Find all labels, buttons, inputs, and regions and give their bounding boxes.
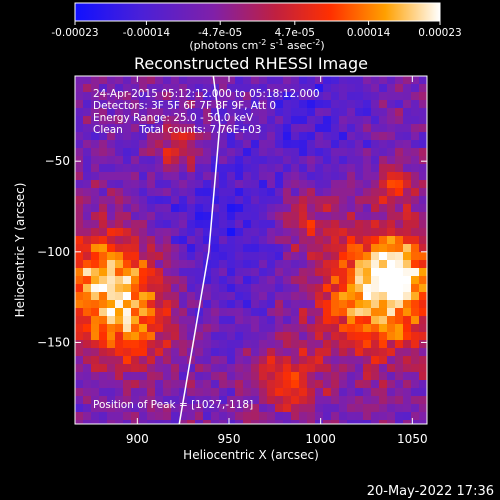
colorbar-units: (photons cm-2 s-1 asec-2) bbox=[189, 38, 324, 52]
x-axis-label: Heliocentric X (arcsec) bbox=[183, 448, 319, 462]
colorbar-tick-label: 4.7e-05 bbox=[275, 27, 315, 39]
colorbar-tick-label: 0.00023 bbox=[418, 27, 461, 39]
colorbar-tick-label: 0.00014 bbox=[347, 27, 391, 39]
colorbar-ticks: -0.00023 -0.00014 -4.7e-05 4.7e-05 0.00014 0.… bbox=[51, 21, 462, 39]
peak-position-label: Position of Peak = [1027,-118] bbox=[93, 399, 253, 411]
x-tick-label: 950 bbox=[218, 432, 241, 446]
solar-limb-line bbox=[178, 76, 221, 424]
x-tick-label: 900 bbox=[126, 432, 149, 446]
info-detectors: Detectors: 3F 5F 6F 7F 8F 9F, Att 0 bbox=[93, 100, 276, 112]
info-total-counts: Clean Total counts: 7.76E+03 bbox=[93, 124, 262, 136]
y-axis-label: Heliocentric Y (arcsec) bbox=[13, 183, 27, 318]
x-tick-label: 1000 bbox=[305, 432, 336, 446]
y-tick-label: −150 bbox=[37, 335, 70, 349]
chart-title: Reconstructed RHESSI Image bbox=[134, 54, 368, 73]
axis-ticks: 900 950 1000 1050 −50 −100 −150 bbox=[37, 76, 428, 446]
colorbar-tick-label: -0.00023 bbox=[51, 27, 98, 39]
colorbar-tick-label: -0.00014 bbox=[123, 27, 171, 39]
info-time-range: 24-Apr-2015 05:12:12.000 to 05:18:12.000 bbox=[93, 88, 320, 100]
y-tick-label: −100 bbox=[37, 245, 70, 259]
y-tick-label: −50 bbox=[45, 154, 70, 168]
info-energy-range: Energy Range: 25.0 - 50.0 keV bbox=[93, 112, 254, 124]
footer-date: 20-May-2022 17:36 bbox=[367, 484, 494, 499]
heatmap-image bbox=[75, 76, 427, 424]
x-tick-label: 1050 bbox=[397, 432, 428, 446]
colorbar bbox=[74, 2, 441, 22]
colorbar-tick-label: -4.7e-05 bbox=[198, 27, 242, 39]
info-block: 24-Apr-2015 05:12:12.000 to 05:18:12.000… bbox=[93, 88, 320, 136]
plot-frame bbox=[74, 75, 428, 425]
